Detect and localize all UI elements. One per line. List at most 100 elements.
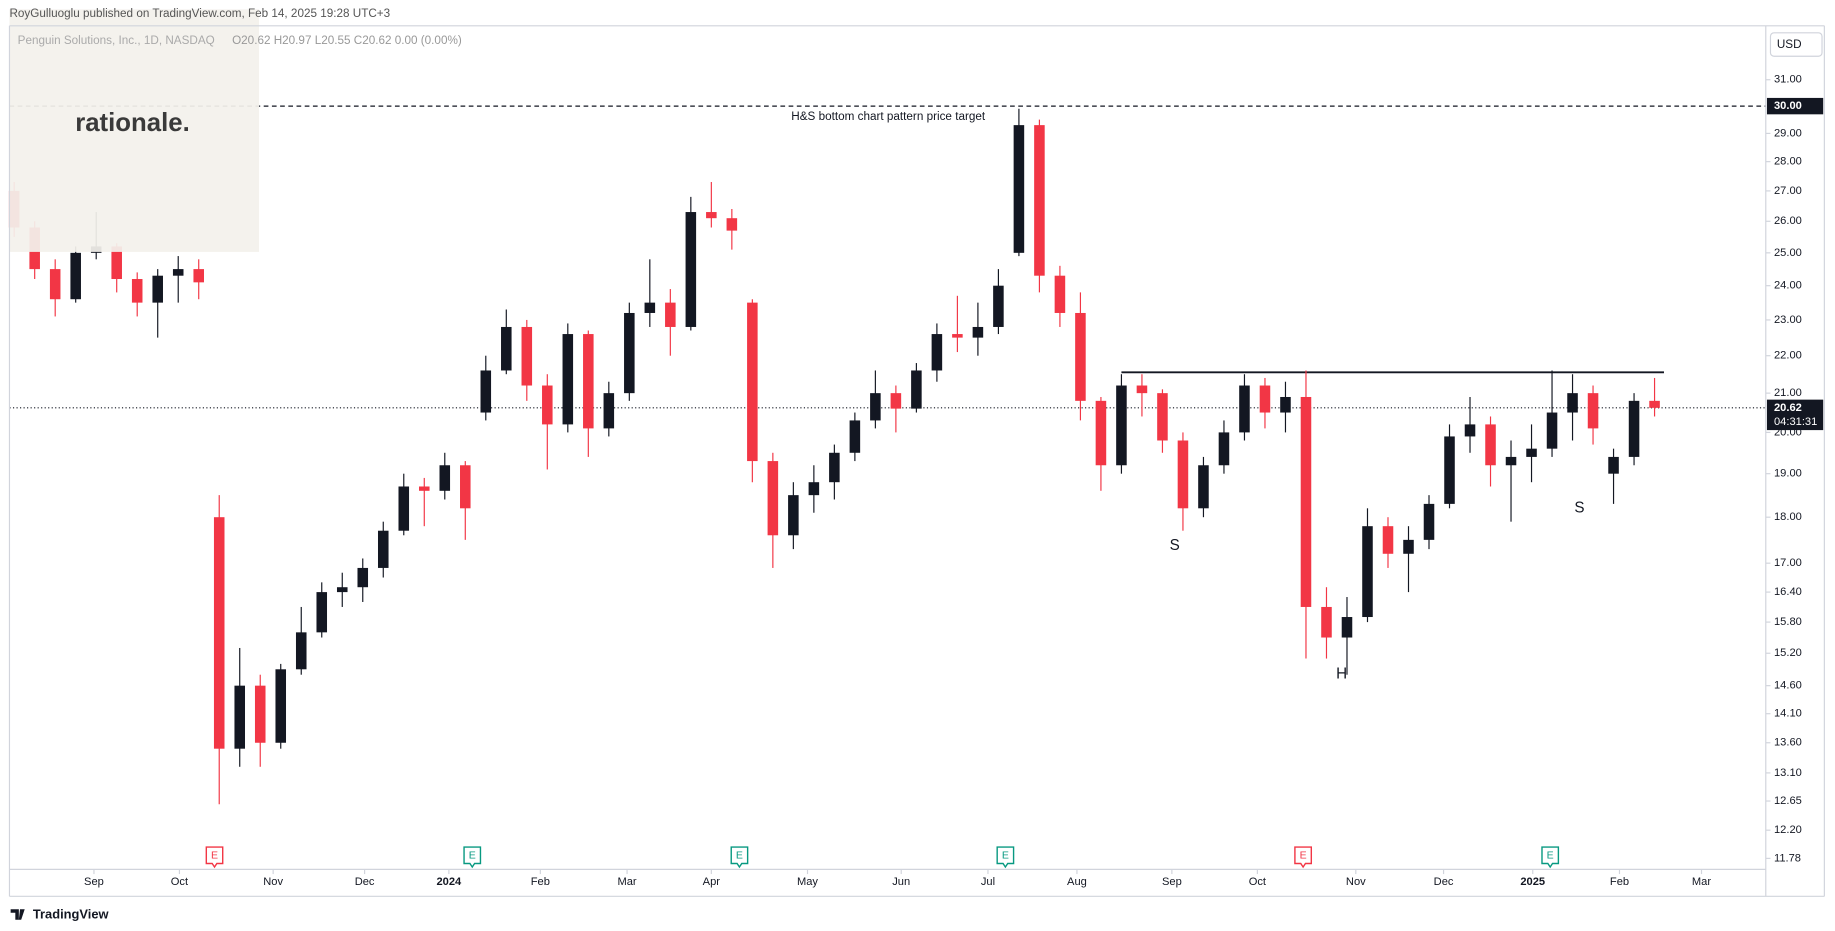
candle-body (726, 218, 738, 231)
candle-body (1485, 424, 1496, 466)
y-tick-label: 27.00 (1774, 185, 1802, 197)
candle-body (295, 632, 307, 670)
x-tick-label: Sep (1162, 876, 1182, 888)
event-marker (1541, 846, 1560, 869)
x-tick-label: May (797, 876, 818, 888)
y-tick-label: 15.20 (1774, 647, 1802, 659)
y-tick-label: 12.20 (1774, 824, 1802, 836)
x-tick-label: Nov (1346, 876, 1366, 888)
candle-body (275, 669, 287, 743)
logo-box (9, 9, 260, 252)
candle-body (521, 326, 533, 386)
candle-body (501, 326, 512, 371)
candle-body (665, 302, 676, 327)
candle-body (747, 302, 758, 462)
event-label: E (736, 850, 743, 862)
x-tick-label: Sep (84, 876, 104, 888)
candle-body (1341, 617, 1353, 638)
plot-area: H&S bottom chart pattern price target S H S… (8, 105, 1766, 869)
y-tick-label: 23.00 (1774, 314, 1802, 326)
x-tick-label: 2024 (437, 876, 463, 888)
target-label: H&S bottom chart pattern price target (791, 110, 986, 123)
last-price-box (1766, 399, 1824, 431)
candle-body (1321, 606, 1332, 638)
candle-body (583, 334, 594, 429)
event-marker (1294, 846, 1313, 869)
x-tick-label: Mar (1692, 876, 1711, 888)
candle-body (685, 212, 697, 327)
candle-body (1628, 400, 1640, 457)
candle-body (193, 269, 204, 283)
candle-body (829, 452, 840, 483)
candle-body (1526, 448, 1537, 457)
candle-body (1239, 385, 1250, 433)
currency-box[interactable] (1769, 32, 1823, 57)
candle-body (706, 212, 717, 219)
candle-body (480, 370, 492, 413)
y-tick-label: 14.60 (1774, 680, 1802, 692)
candle-body (931, 334, 943, 371)
y-tick-label: 13.60 (1774, 737, 1802, 749)
candle-body (377, 530, 389, 568)
x-tick-label: Dec (1434, 876, 1454, 888)
y-tick-label: 28.00 (1774, 156, 1802, 168)
candle-body (1362, 526, 1373, 618)
candle-body (419, 486, 430, 491)
candle-body (1444, 436, 1455, 504)
x-tick-label: Oct (171, 876, 189, 888)
candle-body (111, 246, 122, 280)
event-label: E (211, 850, 218, 862)
candle-body (624, 312, 635, 394)
candle-body (1649, 400, 1660, 408)
event-label: E (1300, 850, 1307, 862)
header: RoyGulluoglu published on TradingView.co… (9, 7, 390, 20)
candle-body (644, 302, 656, 313)
footer-logo-icon (10, 909, 25, 920)
x-tick-label: Apr (703, 876, 721, 888)
candle-body (70, 252, 81, 300)
candle-body (1013, 125, 1025, 253)
candle-body (1608, 456, 1619, 474)
candle-body (890, 393, 902, 409)
legend-symbol: Penguin Solutions, Inc., 1D, NASDAQ (18, 34, 215, 47)
candle-body (788, 495, 799, 536)
candle-body (1587, 393, 1599, 429)
event-label: E (469, 850, 476, 862)
y-tick-label: 31.00 (1774, 74, 1802, 86)
candle-body (603, 393, 615, 429)
candle-body (849, 420, 861, 453)
candle-body (1136, 385, 1148, 394)
candle-body (1116, 385, 1127, 466)
candle-body (1034, 125, 1045, 276)
y-tick-label: 29.00 (1774, 127, 1802, 139)
y-tick-label: 25.00 (1774, 247, 1802, 259)
legend-ohlc: O20.62 H20.97 L20.55 C20.62 0.00 (0.00%) (232, 34, 462, 47)
y-tick-label: 13.10 (1774, 767, 1802, 779)
candle-body (1464, 424, 1476, 437)
target-price-label: 30.00 (1774, 100, 1802, 112)
candle-body (1259, 385, 1271, 413)
y-tick-label: 14.10 (1774, 708, 1802, 720)
x-tick-label: Dec (355, 876, 375, 888)
x-tick-label: 2025 (1520, 876, 1545, 888)
candle-body (1218, 432, 1230, 466)
event-marker (463, 846, 482, 869)
candle-body (357, 567, 369, 588)
footer: TradingView (33, 906, 110, 921)
y-tick-label: 19.00 (1774, 468, 1802, 480)
y-tick-label: 11.78 (1774, 852, 1801, 864)
y-tick-label: 26.00 (1774, 215, 1802, 227)
candle-body (1177, 440, 1189, 509)
target-price-box (1766, 97, 1824, 115)
candle-body (562, 334, 574, 425)
candle-body (1382, 526, 1394, 554)
x-tick-label: Feb (1610, 876, 1629, 888)
candle-body (254, 685, 266, 743)
candle-body (1546, 412, 1558, 449)
y-tick-label: 21.00 (1774, 387, 1802, 399)
candle-body (316, 592, 328, 633)
pattern-label: H (1336, 666, 1347, 683)
x-tick-label: Jul (981, 876, 995, 888)
